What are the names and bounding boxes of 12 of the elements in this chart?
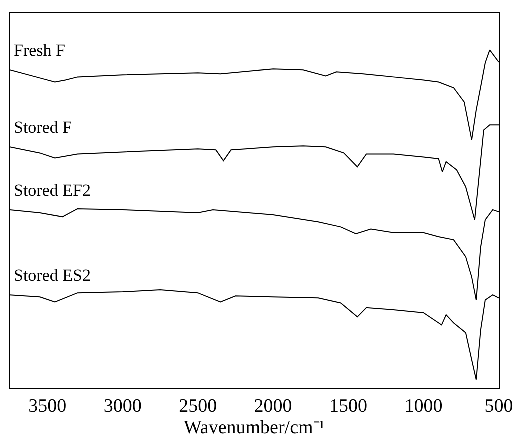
x-tick-label: 1500 (330, 396, 368, 417)
series-label: Fresh F (14, 41, 66, 60)
x-axis-title: Wavenumber/cm⁻¹ (184, 418, 326, 439)
x-tick-label: 3000 (104, 396, 142, 417)
x-tick-label: 2500 (179, 396, 218, 417)
series-label: Stored EF2 (14, 181, 91, 200)
x-tick-label: 2000 (254, 396, 292, 417)
series-label: Stored ES2 (14, 266, 91, 285)
x-tick-label: 500 (484, 396, 514, 417)
series-label: Stored F (14, 118, 72, 137)
x-tick-label: 3500 (28, 396, 67, 417)
x-tick-label: 1000 (404, 396, 443, 417)
